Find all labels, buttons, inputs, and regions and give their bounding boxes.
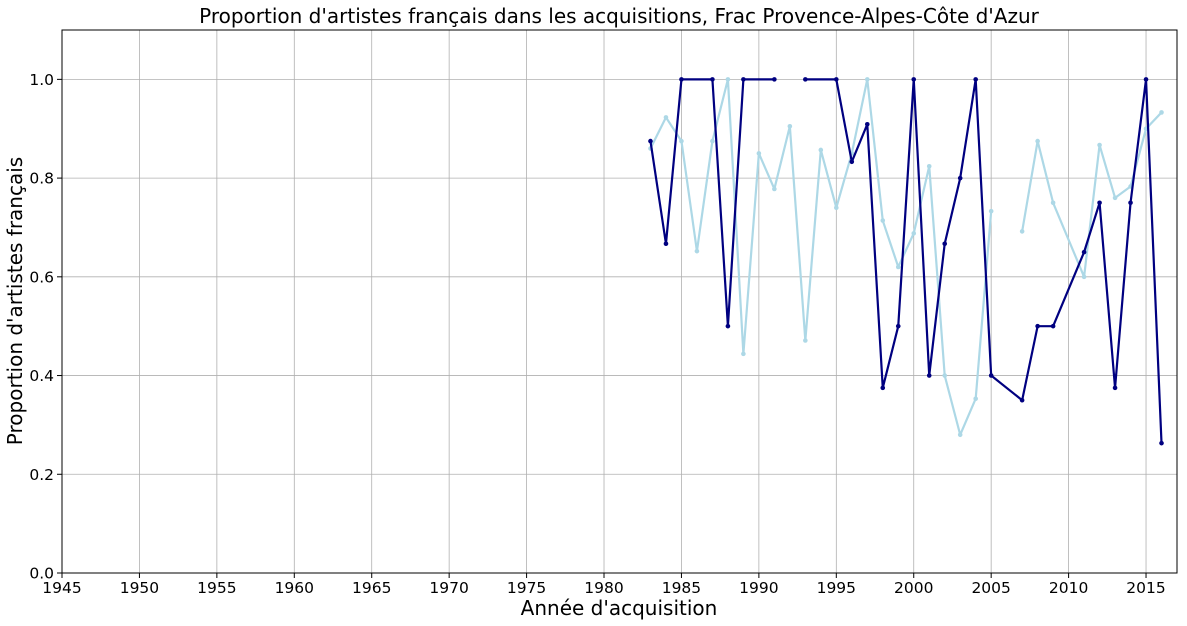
data-point [1097, 200, 1102, 206]
data-point [756, 151, 762, 156]
data-point [880, 385, 886, 391]
data-point [663, 241, 669, 247]
data-point [849, 159, 855, 165]
x-tick-label: 1975 [507, 579, 546, 597]
data-point [803, 77, 808, 82]
y-tick-label: 0.2 [29, 466, 54, 484]
data-point [895, 323, 901, 329]
data-point [1019, 397, 1025, 403]
data-point [725, 323, 731, 329]
series-1 [648, 77, 1164, 438]
series-line [649, 78, 993, 436]
x-axis-label: Année d'acquisition [521, 596, 718, 620]
y-tick-label: 0.6 [29, 268, 54, 286]
data-point [926, 373, 932, 378]
data-point [864, 121, 870, 127]
data-point [1159, 110, 1164, 115]
series-line [1021, 111, 1163, 278]
x-tick-label: 1990 [739, 579, 778, 597]
data-point [648, 138, 653, 144]
data-point [880, 218, 886, 223]
data-point [834, 77, 839, 82]
data-point [710, 138, 715, 144]
data-point [834, 205, 839, 211]
x-tick-label: 1995 [817, 579, 856, 597]
y-axis-label: Proportion d'artistes français [3, 157, 27, 445]
data-point [942, 373, 948, 378]
data-point [787, 123, 793, 129]
data-point [1081, 249, 1087, 255]
series-line [805, 78, 1163, 444]
data-point [1081, 274, 1087, 280]
x-tick-label: 1985 [662, 579, 701, 597]
x-tick-label: 2015 [1126, 579, 1165, 597]
y-tick-label: 1.0 [29, 71, 54, 89]
x-tick-label: 1980 [584, 579, 623, 597]
data-point [679, 77, 684, 82]
data-point [725, 77, 731, 82]
x-tick-label: 1965 [352, 579, 391, 597]
data-point [1019, 229, 1025, 234]
data-point [663, 115, 669, 120]
data-point [818, 147, 824, 153]
y-tick-label: 0.4 [29, 367, 54, 385]
data-point [1159, 440, 1164, 446]
data-point [741, 77, 746, 82]
data-point [1112, 195, 1118, 201]
data-point [864, 77, 870, 82]
data-point [710, 77, 715, 82]
x-tick-label: 1945 [42, 579, 81, 597]
data-point [942, 241, 948, 247]
data-point [988, 208, 994, 214]
chart-title: Proportion d'artistes français dans les … [199, 4, 1040, 28]
x-tick-label: 2000 [894, 579, 933, 597]
data-point [772, 77, 777, 82]
data-point [1050, 323, 1056, 329]
x-tick-label: 1950 [120, 579, 159, 597]
plot-frame [61, 29, 1178, 574]
series-lines [648, 77, 1164, 446]
y-tick-label: 0.8 [29, 170, 54, 188]
y-tick-label: 0.0 [29, 565, 54, 583]
data-point [772, 186, 777, 192]
data-point [1035, 138, 1040, 144]
data-point [1035, 323, 1040, 329]
data-point [679, 138, 684, 144]
data-point [1143, 77, 1149, 82]
data-point [911, 77, 917, 82]
x-tick-label: 1955 [197, 579, 236, 597]
data-point [988, 373, 994, 378]
data-point [957, 432, 963, 438]
data-point [973, 77, 978, 82]
data-point [803, 338, 808, 343]
data-point [1128, 200, 1133, 206]
data-point [895, 264, 901, 270]
data-point [973, 396, 978, 402]
data-point [957, 175, 963, 181]
data-point [926, 163, 932, 169]
data-point [1050, 200, 1056, 206]
axis-ticks: 1945 1950 1955 1960 1965 1970 1975 1980 1985 1990… [29, 71, 1165, 597]
data-point [741, 351, 746, 357]
grid-lines [61, 30, 1177, 574]
series-2 [648, 77, 1164, 446]
data-point [1097, 142, 1102, 148]
data-point [1112, 385, 1118, 391]
data-point [911, 231, 917, 236]
x-tick-label: 2010 [1049, 579, 1088, 597]
x-tick-label: 2005 [971, 579, 1010, 597]
data-point [694, 248, 700, 254]
x-tick-label: 1960 [275, 579, 314, 597]
x-tick-label: 1970 [429, 579, 468, 597]
